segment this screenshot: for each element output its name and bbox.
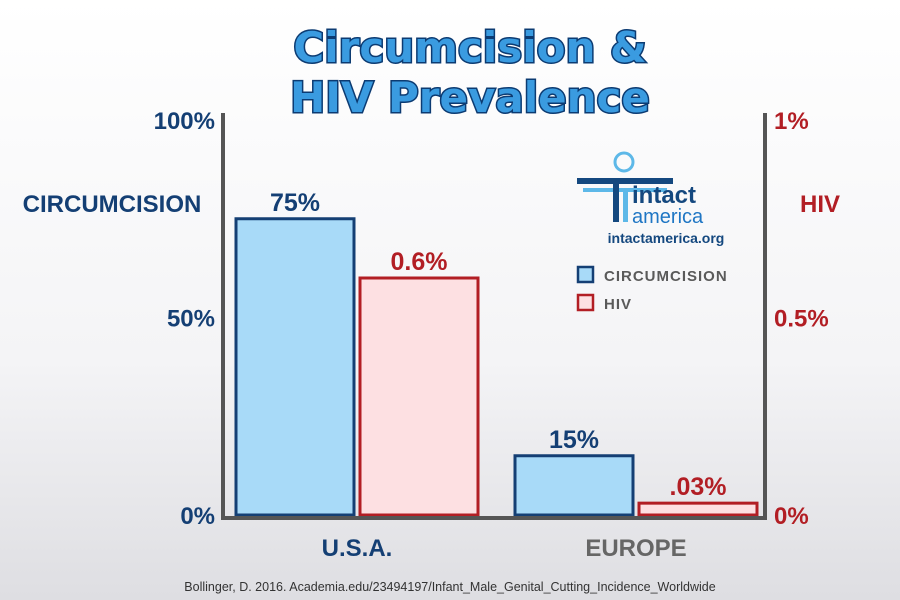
logo-bar-top: [577, 178, 673, 184]
bar-hiv-europe: [637, 501, 759, 517]
left-tick-label: 50%: [167, 306, 215, 333]
logo-head-icon: [613, 151, 635, 173]
bar-circumcision-europe: [513, 454, 635, 517]
right-tick-label: 1%: [774, 108, 809, 135]
logo-word-intact: intact: [632, 182, 696, 209]
value-label-circumcision-europe: 15%: [549, 426, 599, 454]
legend-label-hiv: HIV: [604, 296, 632, 313]
bar-hiv-usa: [358, 276, 480, 517]
value-label-hiv-europe: .03%: [670, 473, 727, 501]
value-label-hiv-usa: 0.6%: [391, 248, 448, 276]
category-label-europe: EUROPE: [585, 535, 686, 562]
logo-word-america: america: [632, 206, 704, 228]
logo-stem-right: [623, 188, 628, 222]
logo-url: intactamerica.org: [608, 230, 725, 246]
source-citation: Bollinger, D. 2016. Academia.edu/2349419…: [184, 580, 715, 594]
legend-swatch-circumcision: [576, 265, 595, 284]
left-tick-label: 0%: [180, 503, 215, 530]
right-tick-label: 0.5%: [774, 306, 829, 333]
right-axis-title: HIV: [800, 191, 840, 218]
left-axis-title: CIRCUMCISION: [23, 191, 202, 218]
legend-swatch-hiv: [576, 293, 595, 312]
logo-stem-left: [613, 178, 619, 222]
left-tick-label: 100%: [154, 108, 215, 135]
bar-circumcision-usa: [234, 217, 356, 517]
intact-america-logo: intact america intactamerica.org: [577, 151, 725, 246]
category-label-usa: U.S.A.: [322, 535, 393, 562]
legend: CIRCUMCISION HIV: [576, 265, 728, 313]
chart-title-line-2: HIV Prevalence: [290, 73, 650, 122]
value-label-circumcision-usa: 75%: [270, 189, 320, 217]
right-tick-label: 0%: [774, 503, 809, 530]
chart-title-line-1: Circumcision &: [293, 23, 646, 72]
legend-label-circumcision: CIRCUMCISION: [604, 268, 728, 285]
